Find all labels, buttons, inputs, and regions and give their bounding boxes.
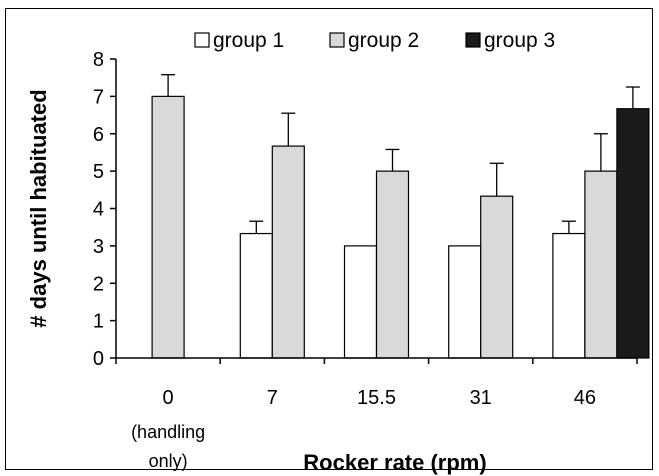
y-tick-label: 0 <box>93 348 104 370</box>
bar-group-1 <box>239 232 273 359</box>
bar-group-2 <box>584 170 618 359</box>
y-tick-label: 8 <box>93 49 104 71</box>
x-tick-label: 31 <box>470 387 492 409</box>
bar-group-3 <box>616 108 650 359</box>
x-tick-label: 7 <box>267 387 278 409</box>
y-tick-label: 6 <box>93 124 104 146</box>
bar-group-1 <box>552 232 586 359</box>
x-tick-label: 15.5 <box>357 387 396 409</box>
y-tick-label: 2 <box>93 273 104 295</box>
legend-swatch-group-1 <box>194 32 210 48</box>
bars <box>151 74 650 359</box>
bar-group-2 <box>271 145 305 359</box>
legend-label: group 2 <box>348 29 419 52</box>
legend: group 1 group 2 group 3 <box>194 29 555 52</box>
bar-group-2 <box>375 170 410 359</box>
y-tick-label: 7 <box>93 86 104 108</box>
chart-frame <box>5 8 653 470</box>
y-tick-label: 1 <box>93 311 104 333</box>
legend-swatch-group-2 <box>329 32 345 48</box>
x-tick-label: 46 <box>574 387 596 409</box>
x-axis-title: Rocker rate (rpm) <box>303 450 486 475</box>
y-tick-label: 3 <box>93 236 104 258</box>
legend-swatch-group-3 <box>465 32 481 48</box>
bar-group-2 <box>151 95 185 359</box>
bar-group-1 <box>343 245 378 359</box>
labels: 0 1 2 3 4 5 6 7 8 0 7 15.5 31 46 (handling only) Rocker … <box>26 49 596 475</box>
y-tick-label: 4 <box>93 199 104 221</box>
bar-group-1 <box>448 245 482 359</box>
y-axis-title: # days until habituated <box>26 89 51 327</box>
x-tick-sublabel: (handling <box>131 422 205 442</box>
bar-group-2 <box>480 195 514 359</box>
legend-label: group 1 <box>213 29 284 52</box>
legend-label: group 3 <box>484 29 555 52</box>
axes <box>110 58 638 364</box>
x-tick-label: 0 <box>163 387 174 409</box>
y-tick-label: 5 <box>93 161 104 183</box>
x-tick-sublabel: only) <box>149 451 188 471</box>
